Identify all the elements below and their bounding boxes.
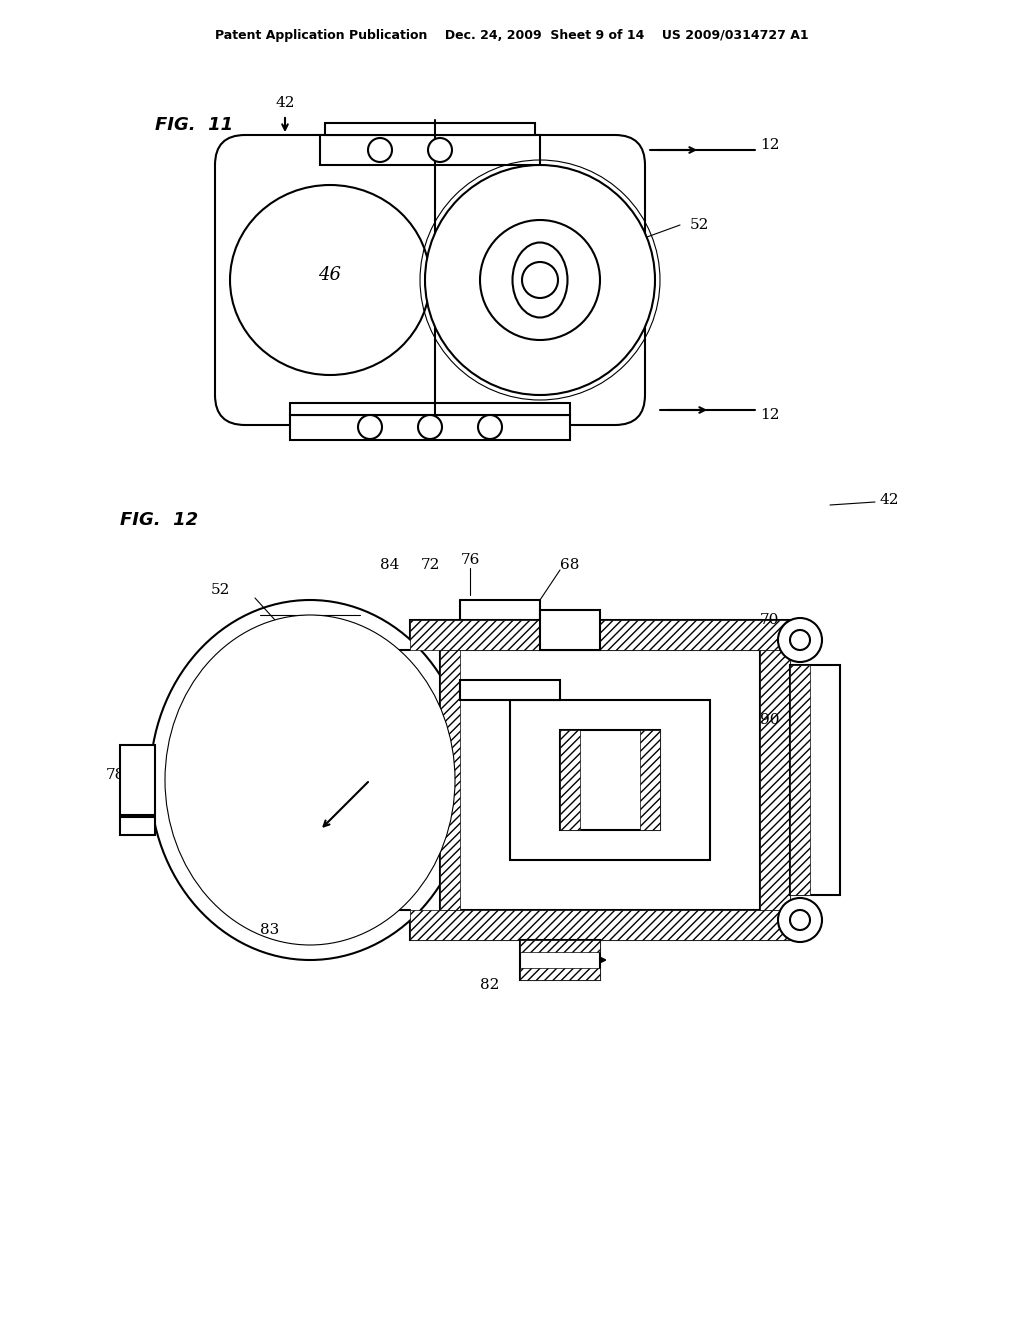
Bar <box>620 286 650 305</box>
Bar <box>520 968 600 979</box>
Text: 52: 52 <box>210 583 229 597</box>
Text: 82: 82 <box>480 978 500 993</box>
Ellipse shape <box>150 601 470 960</box>
Ellipse shape <box>230 185 430 375</box>
Bar <box>790 665 840 895</box>
Text: 42: 42 <box>880 492 899 507</box>
Bar <box>440 649 760 909</box>
Text: 12: 12 <box>760 408 779 422</box>
Circle shape <box>425 165 655 395</box>
Text: FIG.  12: FIG. 12 <box>120 511 198 529</box>
Ellipse shape <box>512 243 567 318</box>
Bar <box>440 649 460 909</box>
Text: FIG.  11: FIG. 11 <box>155 116 233 135</box>
Text: 81: 81 <box>581 743 600 756</box>
Text: Patent Application Publication    Dec. 24, 2009  Sheet 9 of 14    US 2009/031472: Patent Application Publication Dec. 24, … <box>215 29 809 41</box>
Circle shape <box>522 261 558 298</box>
Circle shape <box>418 414 442 440</box>
Circle shape <box>428 139 452 162</box>
Text: 70: 70 <box>760 612 779 627</box>
Bar <box>520 940 600 952</box>
Text: 12: 12 <box>760 139 779 152</box>
Circle shape <box>368 139 392 162</box>
Bar <box>120 744 155 814</box>
Bar <box>120 817 155 836</box>
Bar <box>620 257 650 275</box>
Text: 46: 46 <box>318 267 341 284</box>
Bar <box>460 680 560 700</box>
Bar <box>319 135 540 165</box>
Text: 84: 84 <box>380 558 399 572</box>
Circle shape <box>778 898 822 942</box>
Circle shape <box>790 909 810 931</box>
Text: 42: 42 <box>275 96 295 110</box>
Bar <box>640 730 660 830</box>
Bar <box>290 414 570 440</box>
Bar <box>325 123 535 135</box>
Circle shape <box>790 630 810 649</box>
Bar <box>410 620 790 649</box>
Text: 68: 68 <box>560 558 580 572</box>
Bar <box>510 700 710 861</box>
Text: 78: 78 <box>105 768 125 781</box>
Text: 72: 72 <box>420 558 439 572</box>
Circle shape <box>778 618 822 663</box>
Bar <box>410 620 790 940</box>
Circle shape <box>478 414 502 440</box>
Bar <box>560 730 660 830</box>
Circle shape <box>358 414 382 440</box>
Bar <box>760 649 790 909</box>
Text: 83: 83 <box>260 923 280 937</box>
Text: 76: 76 <box>461 553 479 568</box>
FancyBboxPatch shape <box>215 135 645 425</box>
Bar <box>560 730 580 830</box>
Circle shape <box>480 220 600 341</box>
Bar <box>410 909 790 940</box>
Text: 90: 90 <box>760 713 779 727</box>
Bar <box>540 610 600 649</box>
Ellipse shape <box>165 615 455 945</box>
Text: 52: 52 <box>690 218 710 232</box>
Bar <box>290 403 570 414</box>
Bar <box>520 940 600 979</box>
Bar <box>790 665 810 895</box>
